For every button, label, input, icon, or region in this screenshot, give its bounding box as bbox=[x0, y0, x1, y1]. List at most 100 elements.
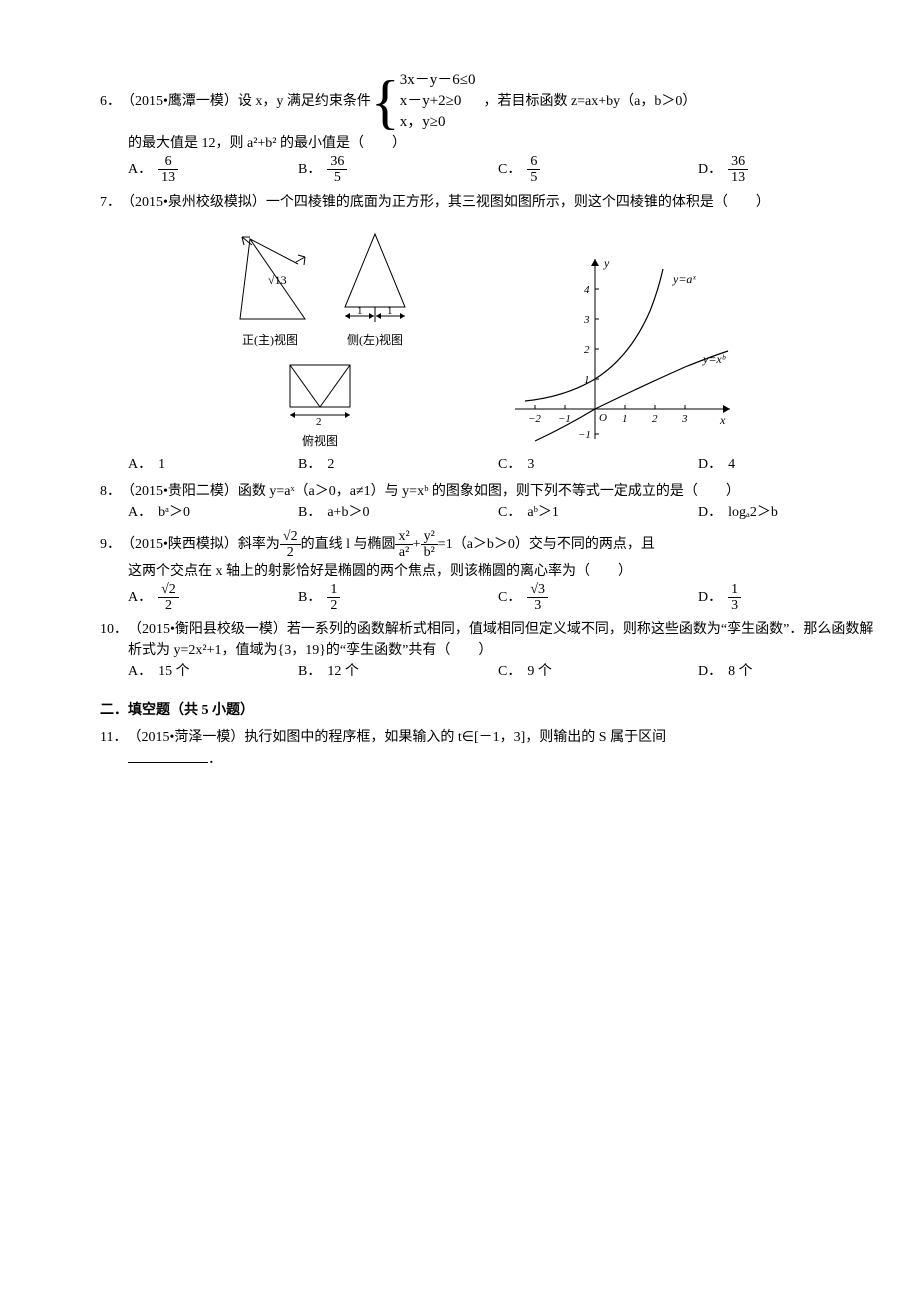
q9-options: A．√22 B．12 C．√33 D．13 bbox=[128, 582, 880, 614]
fill-blank bbox=[128, 748, 208, 763]
option-label: B． bbox=[298, 159, 321, 180]
svg-text:2: 2 bbox=[316, 416, 322, 428]
fraction: 65 bbox=[527, 154, 540, 186]
q9-line1: 9． （2015•陕西模拟）斜率为 √22 的直线 l 与椭圆 x²a² + y… bbox=[100, 529, 880, 561]
q7-number: 7． bbox=[100, 192, 121, 213]
question-7: 7． （2015•泉州校级模拟）一个四棱锥的底面为正方形，其三视图如图所示，则这… bbox=[100, 192, 880, 475]
q11-line2: ． bbox=[128, 748, 880, 770]
q8-line: 8． （2015•贵阳二模）函数 y=aˣ（a＞0，a≠1）与 y=xᵇ 的图象… bbox=[100, 481, 880, 502]
svg-text:1: 1 bbox=[357, 305, 363, 317]
q6-option-d: D． 3613 bbox=[698, 154, 818, 186]
q6-line1: 6． （2015•鹰潭一模）设 x，y 满足约束条件 { 3x－y－6≤0 x－… bbox=[100, 70, 880, 133]
svg-text:y: y bbox=[603, 256, 610, 270]
three-views: √13 正(主)视图 bbox=[220, 219, 420, 450]
svg-text:4: 4 bbox=[584, 284, 590, 296]
q8-graph: −2 −1 1 2 3 1 2 3 4 −1 O y x bbox=[510, 249, 740, 449]
q10-number: 10． bbox=[100, 619, 128, 640]
q11-body: （2015•菏泽一模）执行如图中的程序框，如果输入的 t∈[－1，3]，则输出的… bbox=[127, 727, 666, 748]
svg-text:y=xᵇ: y=xᵇ bbox=[702, 352, 726, 366]
q11-line: 11． （2015•菏泽一模）执行如图中的程序框，如果输入的 t∈[－1，3]，… bbox=[100, 727, 880, 748]
q6-option-a: A． 613 bbox=[128, 154, 298, 186]
svg-text:1: 1 bbox=[622, 413, 628, 425]
q8-options: A．bᵃ＞0 B．a+b＞0 C．aᵇ＞1 D．logₐ2＞b bbox=[128, 502, 880, 523]
q7-option-a: A．1 bbox=[128, 454, 298, 475]
q7-figures: √13 正(主)视图 bbox=[220, 219, 880, 450]
svg-text:2: 2 bbox=[652, 413, 658, 425]
brace-icon: { bbox=[371, 72, 400, 132]
q11-text-post: ． bbox=[208, 752, 222, 767]
svg-text:O: O bbox=[599, 412, 607, 424]
q10-option-c: C．9 个 bbox=[498, 661, 698, 682]
q8-text: （2015•贵阳二模）函数 y=aˣ（a＞0，a≠1）与 y=xᵇ 的图象如图，… bbox=[121, 481, 740, 502]
svg-text:2: 2 bbox=[584, 344, 590, 356]
svg-text:−2: −2 bbox=[528, 413, 541, 425]
q9-line2: 这两个交点在 x 轴上的射影恰好是椭圆的两个焦点，则该椭圆的离心率为（ ） bbox=[128, 561, 880, 582]
q7-options: A．1 B．2 C．3 D．4 bbox=[128, 454, 880, 475]
option-label: C． bbox=[498, 159, 521, 180]
q10-option-d: D．8 个 bbox=[698, 661, 818, 682]
question-8: 8． （2015•贵阳二模）函数 y=aˣ（a＞0，a≠1）与 y=xᵇ 的图象… bbox=[100, 481, 880, 523]
top-view-caption: 俯视图 bbox=[270, 432, 370, 450]
q6-options: A． 613 B． 365 C． 65 D． 3613 bbox=[128, 154, 880, 186]
q9-number: 9． bbox=[100, 534, 121, 555]
q7-option-b: B．2 bbox=[298, 454, 498, 475]
question-10: 10． （2015•衡阳县校级一模）若一系列的函数解析式相同，值域相同但定义域不… bbox=[100, 619, 880, 682]
q9-option-d: D．13 bbox=[698, 582, 818, 614]
q7-line: 7． （2015•泉州校级模拟）一个四棱锥的底面为正方形，其三视图如图所示，则这… bbox=[100, 192, 880, 213]
q8-option-b: B．a+b＞0 bbox=[298, 502, 498, 523]
q6-sys-line3: x，y≥0 bbox=[400, 114, 446, 130]
q11-number: 11． bbox=[100, 727, 127, 748]
q10-option-a: A．15 个 bbox=[128, 661, 298, 682]
q8-option-d: D．logₐ2＞b bbox=[698, 502, 818, 523]
side-view: 1 1 侧(左)视图 bbox=[330, 219, 420, 349]
q7-option-d: D．4 bbox=[698, 454, 818, 475]
fraction: 365 bbox=[327, 154, 347, 186]
sqrt13-label: √13 bbox=[268, 273, 287, 287]
q9-mid1: 的直线 l 与椭圆 bbox=[301, 534, 396, 555]
svg-text:3: 3 bbox=[583, 314, 590, 326]
question-6: 6． （2015•鹰潭一模）设 x，y 满足约束条件 { 3x－y－6≤0 x－… bbox=[100, 70, 880, 186]
svg-text:x: x bbox=[719, 413, 726, 427]
q9-pre: （2015•陕西模拟）斜率为 bbox=[121, 534, 280, 555]
fraction: 613 bbox=[158, 154, 178, 186]
ellipse-term2: y²b² bbox=[421, 529, 438, 561]
question-11: 11． （2015•菏泽一模）执行如图中的程序框，如果输入的 t∈[－1，3]，… bbox=[100, 727, 880, 770]
front-view-svg: √13 bbox=[220, 219, 320, 329]
q8-option-c: C．aᵇ＞1 bbox=[498, 502, 698, 523]
svg-text:y=aˣ: y=aˣ bbox=[672, 272, 696, 286]
q6-sys-line1: 3x－y－6≤0 bbox=[400, 72, 476, 88]
q8-option-a: A．bᵃ＞0 bbox=[128, 502, 298, 523]
fraction: 3613 bbox=[728, 154, 748, 186]
q10-text: （2015•衡阳县校级一模）若一系列的函数解析式相同，值域相同但定义域不同，则称… bbox=[128, 619, 880, 661]
q6-option-b: B． 365 bbox=[298, 154, 498, 186]
front-view: √13 正(主)视图 bbox=[220, 219, 320, 349]
slope-fraction: √22 bbox=[280, 529, 301, 561]
side-view-svg: 1 1 bbox=[330, 219, 420, 329]
q9-option-a: A．√22 bbox=[128, 582, 298, 614]
coordinate-graph-svg: −2 −1 1 2 3 1 2 3 4 −1 O y x bbox=[510, 249, 740, 449]
q6-line2: 的最大值是 12，则 a²+b² 的最小值是（ ） bbox=[128, 133, 880, 154]
q7-option-c: C．3 bbox=[498, 454, 698, 475]
option-label: A． bbox=[128, 159, 152, 180]
q9-eq: =1（a＞b＞0）交与不同的两点，且 bbox=[438, 534, 655, 555]
option-label: D． bbox=[698, 159, 722, 180]
q6-number: 6． bbox=[100, 91, 121, 112]
q7-text: （2015•泉州校级模拟）一个四棱锥的底面为正方形，其三视图如图所示，则这个四棱… bbox=[121, 192, 770, 213]
q8-number: 8． bbox=[100, 481, 121, 502]
q10-option-b: B．12 个 bbox=[298, 661, 498, 682]
q9-option-c: C．√33 bbox=[498, 582, 698, 614]
q6-post-text: ，若目标函数 z=ax+by（a，b＞0） bbox=[483, 91, 696, 112]
q6-option-c: C． 65 bbox=[498, 154, 698, 186]
q11-text-pre: （2015•菏泽一模）执行如图中的程序框，如果输入的 t∈[－1，3]，则输出的… bbox=[127, 730, 666, 745]
svg-text:3: 3 bbox=[681, 413, 688, 425]
q6-pre-text: （2015•鹰潭一模）设 x，y 满足约束条件 bbox=[121, 91, 371, 112]
svg-text:1: 1 bbox=[387, 305, 393, 317]
q6-sys-line2: x－y+2≥0 bbox=[400, 93, 462, 109]
q6-system: 3x－y－6≤0 x－y+2≥0 x，y≥0 bbox=[400, 70, 476, 133]
ellipse-term1: x²a² bbox=[395, 529, 412, 561]
svg-text:−1: −1 bbox=[578, 429, 591, 441]
q9-option-b: B．12 bbox=[298, 582, 498, 614]
q10-options: A．15 个 B．12 个 C．9 个 D．8 个 bbox=[128, 661, 880, 682]
section-2-heading: 二．填空题（共 5 小题） bbox=[100, 700, 880, 721]
question-9: 9． （2015•陕西模拟）斜率为 √22 的直线 l 与椭圆 x²a² + y… bbox=[100, 529, 880, 614]
